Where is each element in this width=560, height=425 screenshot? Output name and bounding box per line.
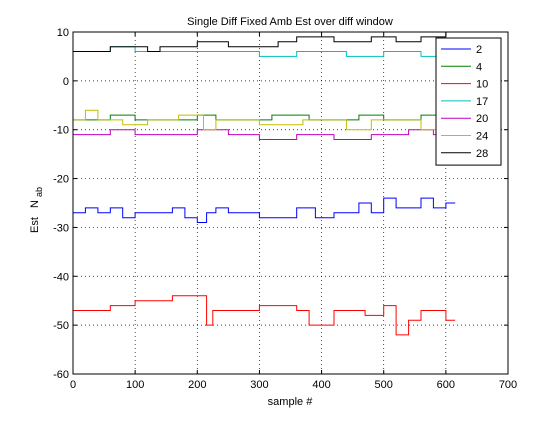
y-axis-label: Est N ab [29, 187, 44, 233]
y-axis-label-subscript: ab [34, 187, 44, 197]
legend-box [435, 37, 502, 166]
y-axis-label-main: Est [29, 217, 41, 233]
series-group [73, 31, 456, 336]
x-tick-label: 200 [188, 379, 206, 391]
legend-label-20: 20 [476, 113, 488, 125]
grid [73, 32, 508, 374]
chart-title: Single Diff Fixed Amb Est over diff wind… [187, 16, 393, 28]
legend-label-10: 10 [476, 79, 488, 91]
y-tick-label: -50 [53, 320, 69, 332]
x-tick-label: 500 [375, 379, 393, 391]
series-line-28 [73, 31, 456, 52]
y-tick-label: -30 [53, 222, 69, 234]
series-line-2 [73, 197, 456, 223]
y-tick-label: -20 [53, 174, 69, 186]
x-tick-label: 700 [499, 379, 517, 391]
x-tick-label: 0 [70, 379, 76, 391]
x-axis-label: sample # [268, 396, 314, 408]
svg-text:Est N ab: Est N ab [29, 187, 44, 233]
x-tick-label: 100 [126, 379, 144, 391]
series-line-10 [73, 295, 456, 336]
series-line-24 [73, 109, 456, 131]
y-tick-label: 0 [63, 76, 69, 88]
y-tick-label: -40 [53, 271, 69, 283]
x-tick-label: 300 [250, 379, 268, 391]
y-tick-label: -60 [53, 369, 69, 381]
legend-label-2: 2 [476, 44, 482, 56]
legend-label-24: 24 [476, 131, 488, 143]
series-line-4 [73, 114, 456, 121]
legend-label-28: 28 [476, 148, 488, 160]
axes-box [72, 31, 509, 375]
x-tick-label: 600 [437, 379, 455, 391]
x-tick-label: 400 [312, 379, 330, 391]
legend-label-4: 4 [476, 61, 482, 73]
y-tick-label: -10 [53, 125, 69, 137]
y-tick-label: 10 [57, 27, 69, 39]
legend-label-17: 17 [476, 96, 488, 108]
series-line-20 [73, 129, 456, 140]
y-axis-label-n: N [29, 200, 41, 208]
ticks: 0 100 200 300 400 500 600 700-60-50-40-30-20-10… [53, 27, 517, 391]
